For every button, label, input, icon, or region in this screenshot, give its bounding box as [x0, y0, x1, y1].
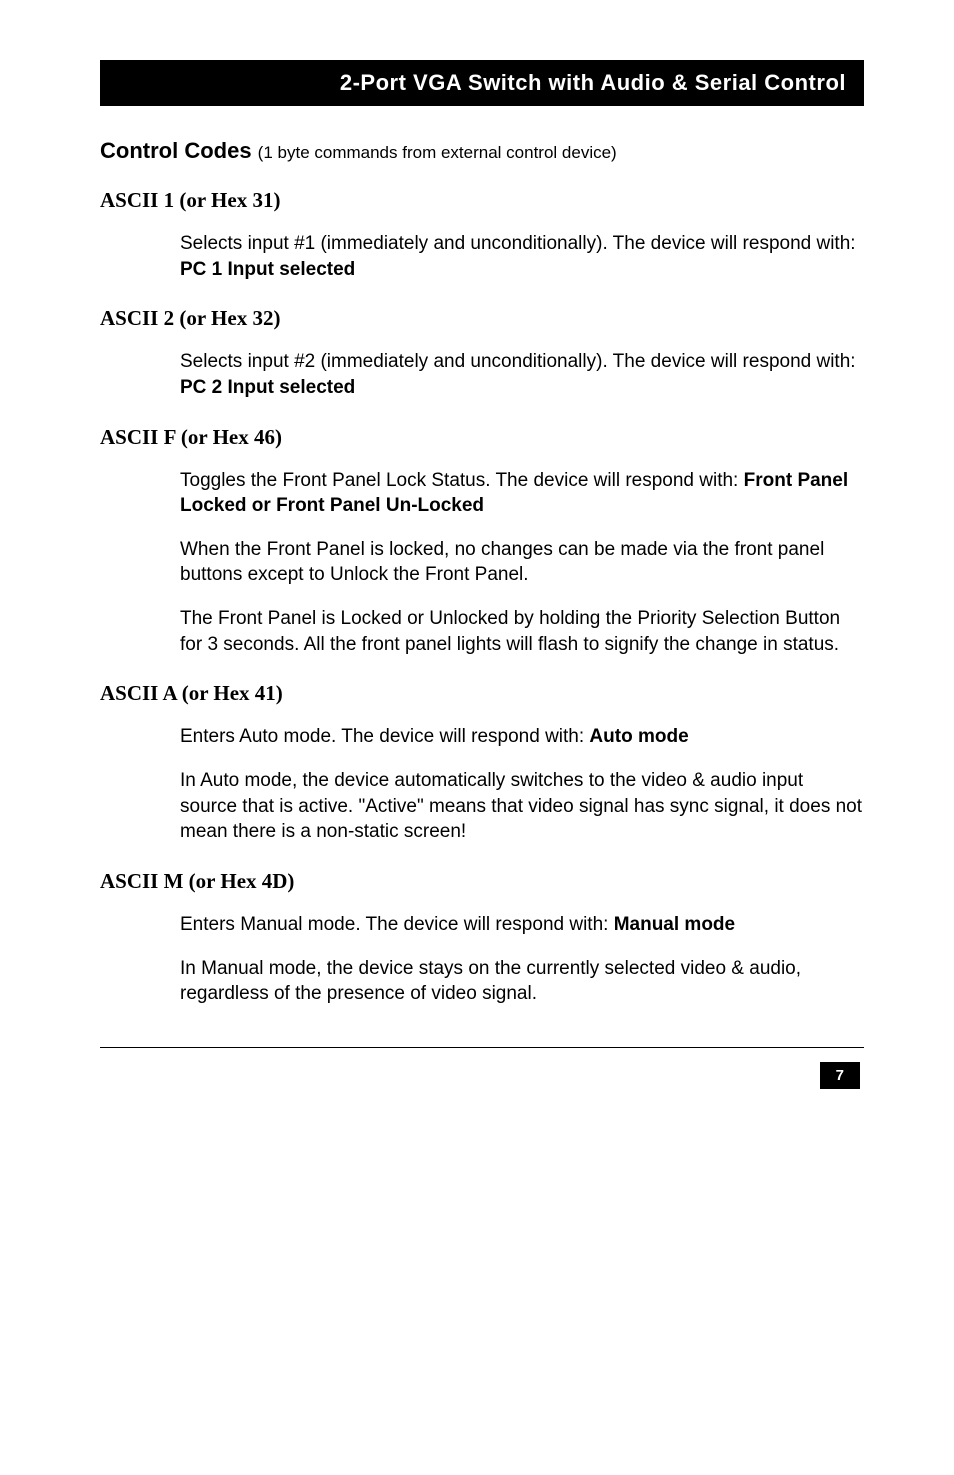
- page-number: 7: [820, 1062, 860, 1089]
- footer: 7: [100, 1047, 864, 1089]
- page-container: 2-Port VGA Switch with Audio & Serial Co…: [0, 0, 954, 1129]
- paragraph-bold: PC 2 Input selected: [180, 377, 355, 398]
- body-paragraph: In Manual mode, the device stays on the …: [180, 956, 864, 1007]
- paragraph-text: Enters Manual mode. The device will resp…: [180, 914, 614, 935]
- paragraph-bold: Manual mode: [614, 914, 735, 935]
- paragraph-text: Selects input #2 (immediately and uncond…: [180, 351, 856, 372]
- paragraph-bold: Auto mode: [589, 726, 688, 747]
- paragraph-text: The Front Panel is Locked or Unlocked by…: [180, 608, 840, 655]
- section-heading: ASCII A (or Hex 41): [100, 681, 864, 706]
- paragraph-text: In Auto mode, the device automatically s…: [180, 770, 862, 842]
- section-heading: ASCII 1 (or Hex 31): [100, 188, 864, 213]
- main-heading-note: (1 byte commands from external control d…: [258, 143, 617, 162]
- section-heading: ASCII F (or Hex 46): [100, 425, 864, 450]
- section-heading: ASCII M (or Hex 4D): [100, 869, 864, 894]
- section-heading: ASCII 2 (or Hex 32): [100, 306, 864, 331]
- paragraph-text: Selects input #1 (immediately and uncond…: [180, 233, 856, 254]
- header-bar: 2-Port VGA Switch with Audio & Serial Co…: [100, 60, 864, 106]
- body-paragraph: Selects input #1 (immediately and uncond…: [180, 231, 864, 282]
- body-paragraph: Enters Auto mode. The device will respon…: [180, 724, 864, 750]
- body-paragraph: In Auto mode, the device automatically s…: [180, 768, 864, 845]
- paragraph-text: When the Front Panel is locked, no chang…: [180, 539, 824, 586]
- body-paragraph: Enters Manual mode. The device will resp…: [180, 912, 864, 938]
- paragraph-text: In Manual mode, the device stays on the …: [180, 958, 801, 1005]
- paragraph-bold: PC 1 Input selected: [180, 259, 355, 280]
- content-sections: ASCII 1 (or Hex 31) Selects input #1 (imm…: [100, 188, 864, 1007]
- body-paragraph: The Front Panel is Locked or Unlocked by…: [180, 606, 864, 657]
- paragraph-text: Enters Auto mode. The device will respon…: [180, 726, 589, 747]
- header-title: 2-Port VGA Switch with Audio & Serial Co…: [118, 70, 846, 96]
- paragraph-text: Toggles the Front Panel Lock Status. The…: [180, 470, 744, 491]
- body-paragraph: Selects input #2 (immediately and uncond…: [180, 349, 864, 400]
- main-heading: Control Codes: [100, 138, 258, 163]
- body-paragraph: When the Front Panel is locked, no chang…: [180, 537, 864, 588]
- body-paragraph: Toggles the Front Panel Lock Status. The…: [180, 468, 864, 519]
- main-heading-row: Control Codes (1 byte commands from exte…: [100, 138, 864, 164]
